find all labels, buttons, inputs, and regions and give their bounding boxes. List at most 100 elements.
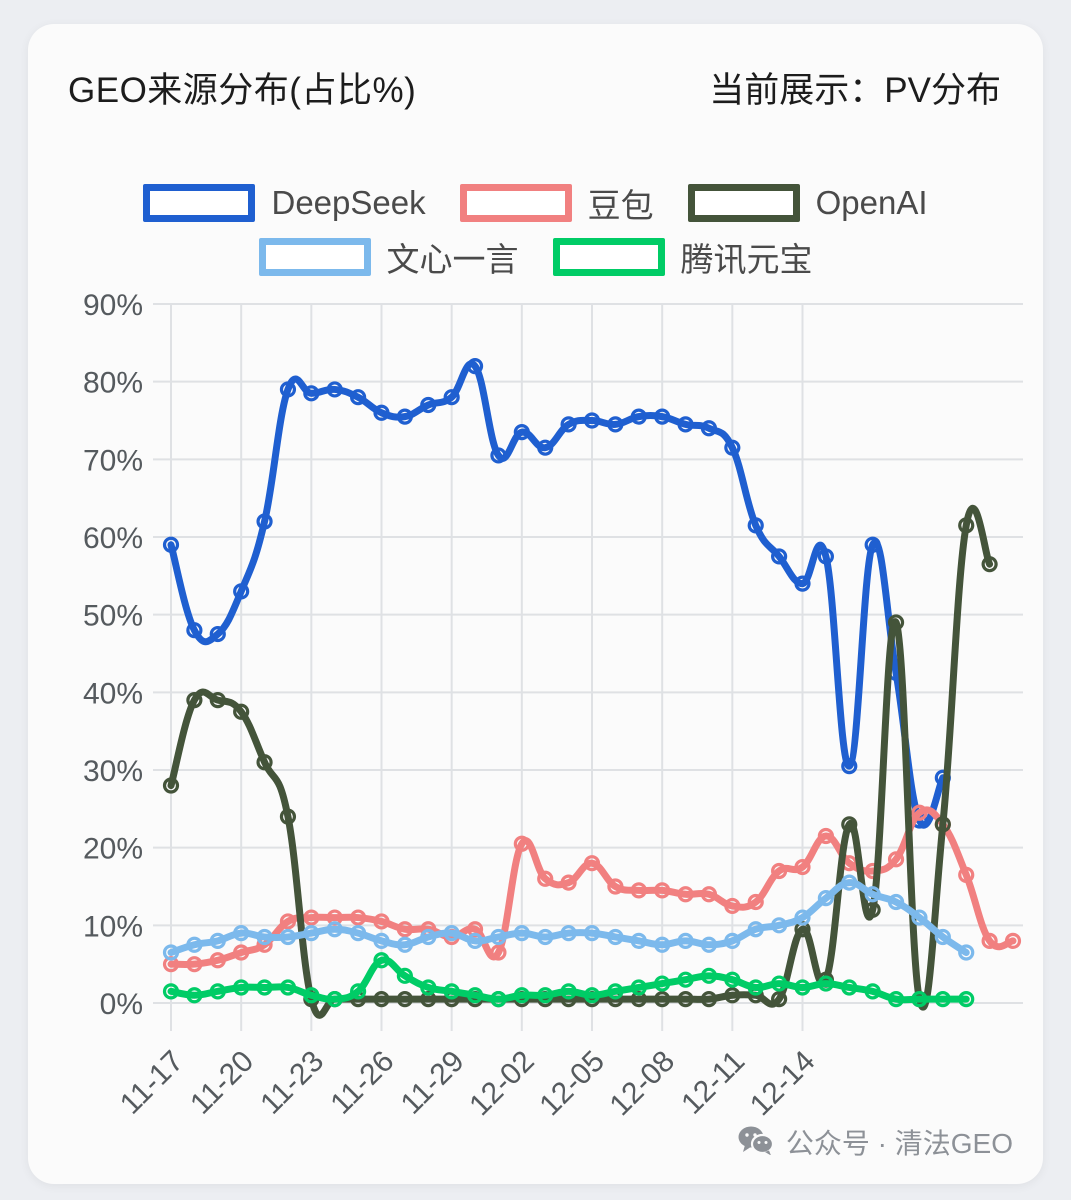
data-point-marker bbox=[747, 517, 764, 534]
data-point-marker bbox=[817, 971, 834, 988]
series-OpenAI bbox=[162, 504, 998, 1019]
data-point-marker bbox=[443, 389, 460, 406]
data-point-marker bbox=[350, 924, 367, 942]
series-DeepSeek bbox=[162, 358, 951, 829]
data-point-marker bbox=[654, 936, 671, 953]
data-point-marker bbox=[864, 536, 881, 553]
data-point-marker bbox=[490, 991, 507, 1008]
data-point-marker bbox=[934, 928, 951, 946]
x-tick-label: 12-05 bbox=[533, 1045, 611, 1123]
data-point-marker bbox=[747, 987, 764, 1004]
data-point-marker bbox=[490, 991, 507, 1008]
data-point-marker bbox=[700, 967, 718, 984]
series-腾讯元宝 bbox=[162, 952, 975, 1008]
data-point-marker bbox=[911, 804, 928, 821]
data-point-marker bbox=[583, 987, 601, 1004]
x-tick-label: 12-02 bbox=[463, 1045, 541, 1123]
y-tick-label: 50% bbox=[83, 600, 143, 633]
data-point-marker bbox=[841, 816, 858, 833]
data-point-marker bbox=[443, 991, 460, 1008]
data-point-marker bbox=[677, 971, 694, 988]
data-point-marker bbox=[864, 901, 881, 918]
data-point-marker bbox=[396, 936, 413, 953]
chart-legend: DeepSeek 豆包 OpenAI 文心一言 腾讯元宝 bbox=[28, 176, 1043, 284]
data-point-marker bbox=[537, 870, 554, 887]
data-point-marker bbox=[373, 913, 390, 930]
data-point-marker bbox=[186, 936, 203, 953]
legend-item-2[interactable]: 豆包 bbox=[459, 176, 654, 230]
data-point-marker bbox=[677, 932, 694, 949]
data-point-marker bbox=[396, 921, 413, 938]
data-point-marker bbox=[583, 924, 601, 942]
data-point-marker bbox=[747, 921, 764, 938]
data-point-marker bbox=[162, 536, 180, 553]
data-point-marker bbox=[209, 932, 226, 949]
data-point-marker bbox=[537, 987, 554, 1004]
x-tick-label: 11-26 bbox=[324, 1045, 400, 1121]
legend-item-label: DeepSeek bbox=[271, 184, 426, 221]
watermark: 公众号 · 清法GEO bbox=[738, 1122, 1013, 1162]
data-point-marker bbox=[513, 987, 530, 1004]
data-point-marker bbox=[887, 614, 905, 631]
data-point-marker bbox=[443, 983, 460, 1000]
data-point-marker bbox=[256, 936, 273, 953]
data-point-marker bbox=[841, 979, 858, 996]
data-point-marker bbox=[817, 975, 834, 992]
data-point-marker bbox=[560, 924, 577, 942]
data-point-marker bbox=[279, 381, 297, 398]
chart-card: GEO来源分布(占比%) 当前展示：PV分布 DeepSeek 豆包 OpenAI 文… bbox=[28, 24, 1043, 1184]
data-point-marker bbox=[279, 913, 297, 930]
legend-item-3[interactable]: OpenAI bbox=[687, 176, 928, 230]
data-point-marker bbox=[420, 928, 437, 946]
data-point-marker bbox=[934, 991, 951, 1008]
data-point-marker bbox=[724, 439, 741, 456]
data-point-marker bbox=[537, 991, 554, 1008]
data-point-marker bbox=[373, 952, 390, 969]
data-point-marker bbox=[490, 944, 507, 961]
data-point-marker bbox=[443, 928, 460, 946]
data-point-marker bbox=[771, 548, 788, 565]
data-point-marker bbox=[1004, 932, 1022, 949]
data-point-marker bbox=[654, 882, 671, 899]
data-point-marker bbox=[724, 987, 741, 1004]
data-point-marker bbox=[350, 991, 367, 1008]
data-point-marker bbox=[420, 921, 437, 938]
x-tick-label: 12-08 bbox=[604, 1045, 682, 1123]
data-point-marker bbox=[279, 928, 297, 946]
data-point-marker bbox=[654, 408, 671, 425]
current-view-label[interactable]: 当前展示：PV分布 bbox=[709, 70, 1001, 110]
data-point-marker bbox=[817, 548, 834, 565]
data-point-marker bbox=[958, 944, 975, 961]
data-point-marker bbox=[630, 932, 647, 949]
data-point-marker bbox=[794, 575, 811, 592]
legend-item-5[interactable]: 腾讯元宝 bbox=[552, 230, 813, 284]
data-point-marker bbox=[279, 979, 297, 996]
data-point-marker bbox=[958, 517, 975, 534]
data-point-marker bbox=[794, 921, 811, 938]
data-point-marker bbox=[162, 777, 180, 794]
data-point-marker bbox=[630, 408, 647, 425]
legend-swatch-icon bbox=[552, 238, 665, 276]
y-tick-label: 20% bbox=[83, 833, 143, 866]
data-point-marker bbox=[326, 381, 343, 398]
series-line bbox=[167, 956, 970, 1004]
x-axis-tick-labels: 11-1711-2011-2311-2611-2912-0212-0512-08… bbox=[114, 1045, 822, 1123]
data-point-marker bbox=[911, 991, 928, 1008]
data-point-marker bbox=[513, 835, 530, 852]
data-point-marker bbox=[537, 439, 554, 456]
data-point-marker bbox=[864, 886, 881, 903]
y-tick-label: 0% bbox=[100, 988, 143, 1021]
data-point-marker bbox=[841, 855, 858, 872]
data-point-marker bbox=[233, 924, 250, 942]
data-point-marker bbox=[233, 703, 250, 720]
data-point-marker bbox=[303, 924, 320, 942]
data-point-marker bbox=[794, 858, 811, 876]
data-point-marker bbox=[420, 979, 437, 996]
x-tick-label: 11-29 bbox=[395, 1045, 471, 1121]
data-point-marker bbox=[911, 991, 928, 1008]
data-point-marker bbox=[677, 991, 694, 1008]
legend-item-4[interactable]: 文心一言 bbox=[258, 230, 519, 284]
data-point-marker bbox=[162, 944, 180, 961]
y-tick-label: 80% bbox=[83, 367, 143, 400]
legend-item-1[interactable]: DeepSeek bbox=[143, 176, 426, 230]
